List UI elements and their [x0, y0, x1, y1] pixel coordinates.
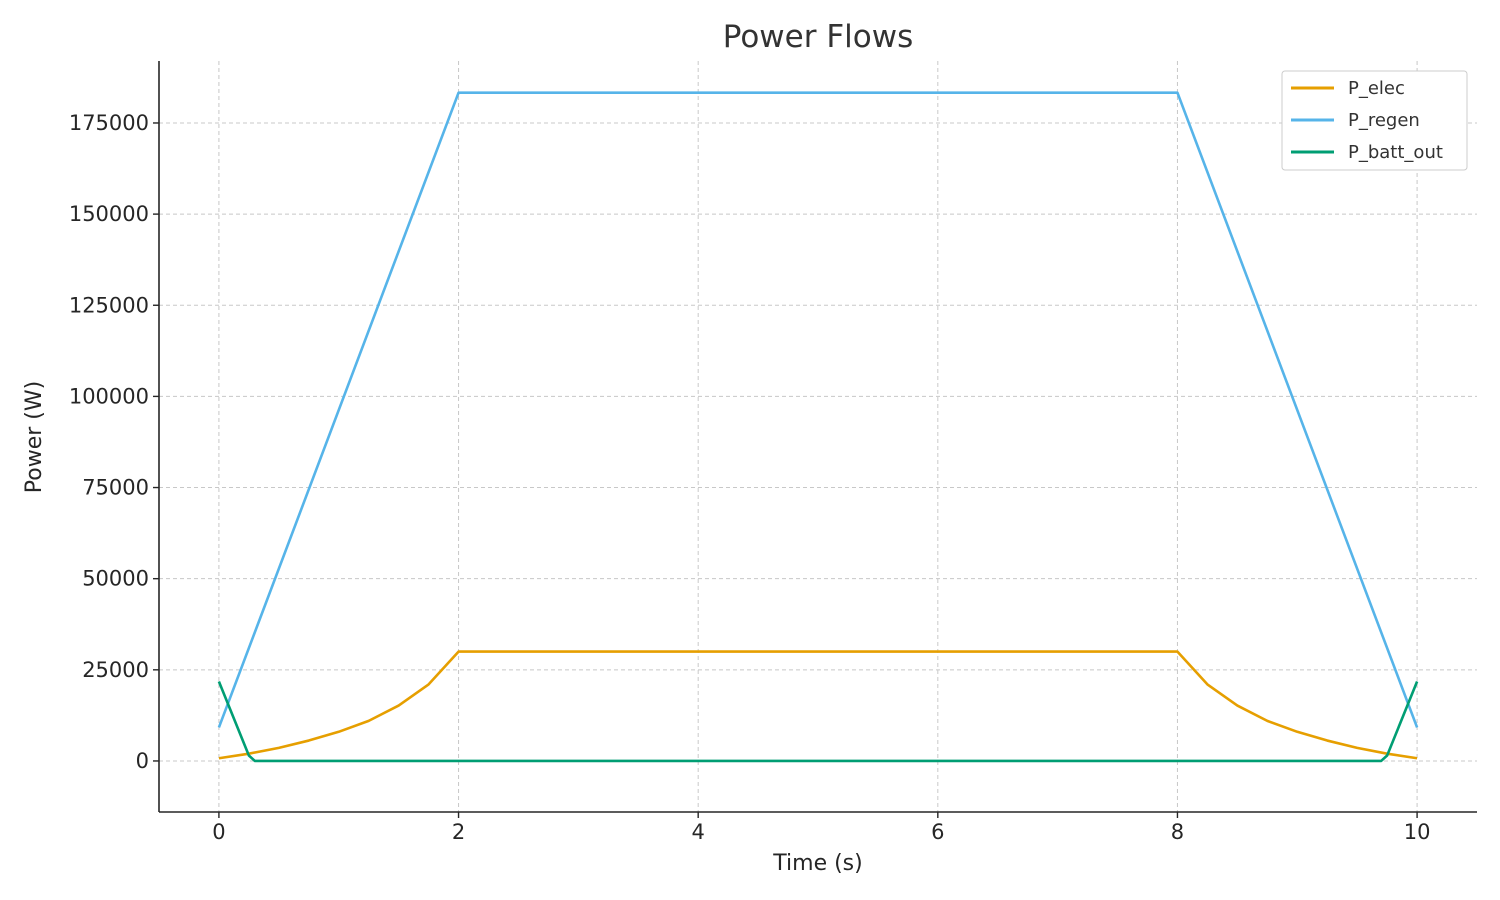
x-axis-label: Time (s)	[772, 851, 862, 876]
ticks: 0 2 4 6 8 10 0 25000 50000 75000 100000 125000 15000…	[69, 111, 1431, 844]
y-tick-label: 0	[136, 749, 149, 773]
x-tick-label: 6	[931, 820, 944, 844]
x-tick-label: 0	[212, 820, 225, 844]
y-tick-label: 25000	[82, 658, 149, 682]
grid	[159, 61, 1477, 812]
series-line-p-regen	[217, 91, 1419, 728]
x-tick-label: 2	[452, 820, 465, 844]
series-lines	[217, 91, 1419, 763]
y-tick-label: 100000	[69, 384, 149, 408]
legend-label-p-regen: P_regen	[1348, 110, 1420, 131]
x-tick-label: 8	[1171, 820, 1184, 844]
chart-title: Power Flows	[723, 19, 914, 55]
legend-label-p-elec: P_elec	[1348, 78, 1405, 99]
y-tick-label: 50000	[82, 567, 149, 591]
y-tick-label: 75000	[82, 476, 149, 500]
x-tick-label: 4	[691, 820, 704, 844]
y-tick-label: 125000	[69, 293, 149, 317]
y-tick-label: 150000	[69, 202, 149, 226]
legend-box	[1281, 70, 1468, 171]
series-line-p-elec	[218, 650, 1418, 760]
y-tick-label: 175000	[69, 111, 149, 135]
legend: P_elec P_regen P_batt_out	[1281, 70, 1468, 171]
x-tick-label: 10	[1404, 820, 1431, 844]
axes	[158, 61, 1477, 813]
series-line-p-batt-out	[217, 681, 1419, 763]
legend-label-p-batt-out: P_batt_out	[1348, 142, 1443, 163]
y-axis-label: Power (W)	[22, 381, 47, 493]
